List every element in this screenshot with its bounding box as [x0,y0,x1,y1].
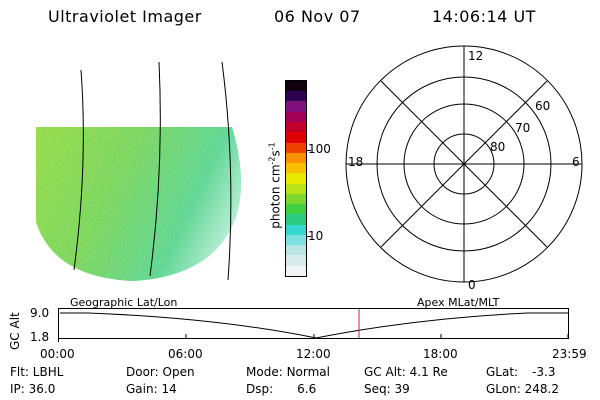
date-label: 06 Nov 07 [274,7,361,26]
colorbar-tick-mark [306,236,311,237]
gain-readout: Gain: 14 [126,382,177,396]
color-scale-segment [286,163,306,174]
longitude-line [73,69,84,271]
color-scale-segment [286,132,306,143]
colorbar-tick-10: 10 [308,229,324,243]
lat-label-70: 70 [515,121,530,135]
ip-readout: IP: 36.0 [10,382,56,396]
color-scale-segment [286,183,306,194]
timeline-xlabel-0000: 00:00 [40,347,75,361]
colorbar-tick-mark [306,150,311,151]
timeline-ytick-9: 9.0 [30,306,50,320]
glon-readout: GLon: 248.2 [486,382,559,396]
meridian-diagonal [380,80,548,248]
color-scale-segment [286,234,306,246]
color-scale-segment [286,80,306,92]
color-scale-segment [286,122,306,133]
altitude-curve [60,312,568,339]
instrument-title: Ultraviolet Imager [48,7,202,26]
color-scale-segment [286,214,306,225]
color-scale-segment [286,245,306,256]
color-scale-segment [286,91,306,102]
color-scale-segment [286,142,306,153]
apex-label: Apex MLat/MLT [417,296,500,309]
orbit-timeline [58,308,569,342]
timeline-xlabel-2359: 23:59 [552,347,587,361]
color-scale-segment [286,111,306,123]
longitude-line [149,61,161,277]
color-scale-bar [285,80,307,277]
mode-readout: Mode: Normal [246,365,330,379]
glat-readout: GLat: -3.3 [486,365,556,379]
filter-readout: Flt: LBHL [10,365,64,379]
color-scale-segment [286,204,306,215]
color-scale-segment [286,224,306,235]
timeline-axis-title: GC Alt [8,312,22,350]
colorbar-unit-label: photon cm-2s-1 [267,142,283,229]
mlt-label-6: 6 [572,155,580,169]
mlt-label-12: 12 [468,49,483,63]
timeline-ytick-1: 1.8 [30,330,50,344]
lat-label-60: 60 [535,99,550,113]
color-scale-segment [286,173,306,184]
timeline-xlabel-0600: 06:00 [168,347,203,361]
polar-mlt-dial: 12 18 6 0 60 70 80 [345,45,583,292]
color-scale-segment [286,193,306,205]
gc-alt-readout: GC Alt: 4.1 Re [364,365,448,379]
dsp-readout: Dsp: 6.6 [246,382,317,396]
mlt-label-0: 0 [468,278,476,292]
color-scale-segment [286,265,306,276]
timeline-xlabel-1800: 18:00 [423,347,458,361]
timeline-xlabel-1200: 12:00 [296,347,331,361]
seq-readout: Seq: 39 [364,382,410,396]
door-readout: Door: Open [126,365,195,379]
color-scale-segment [286,152,306,164]
time-label: 14:06:14 UT [432,7,536,26]
longitude-line [221,61,232,281]
colorbar-tick-100: 100 [308,142,331,156]
geographic-label: Geographic Lat/Lon [70,296,178,309]
color-scale-segment [286,255,306,266]
mlt-label-18: 18 [348,155,363,169]
lat-label-80: 80 [490,140,505,154]
color-scale-segment [286,101,306,112]
uv-image-panel [36,61,242,281]
